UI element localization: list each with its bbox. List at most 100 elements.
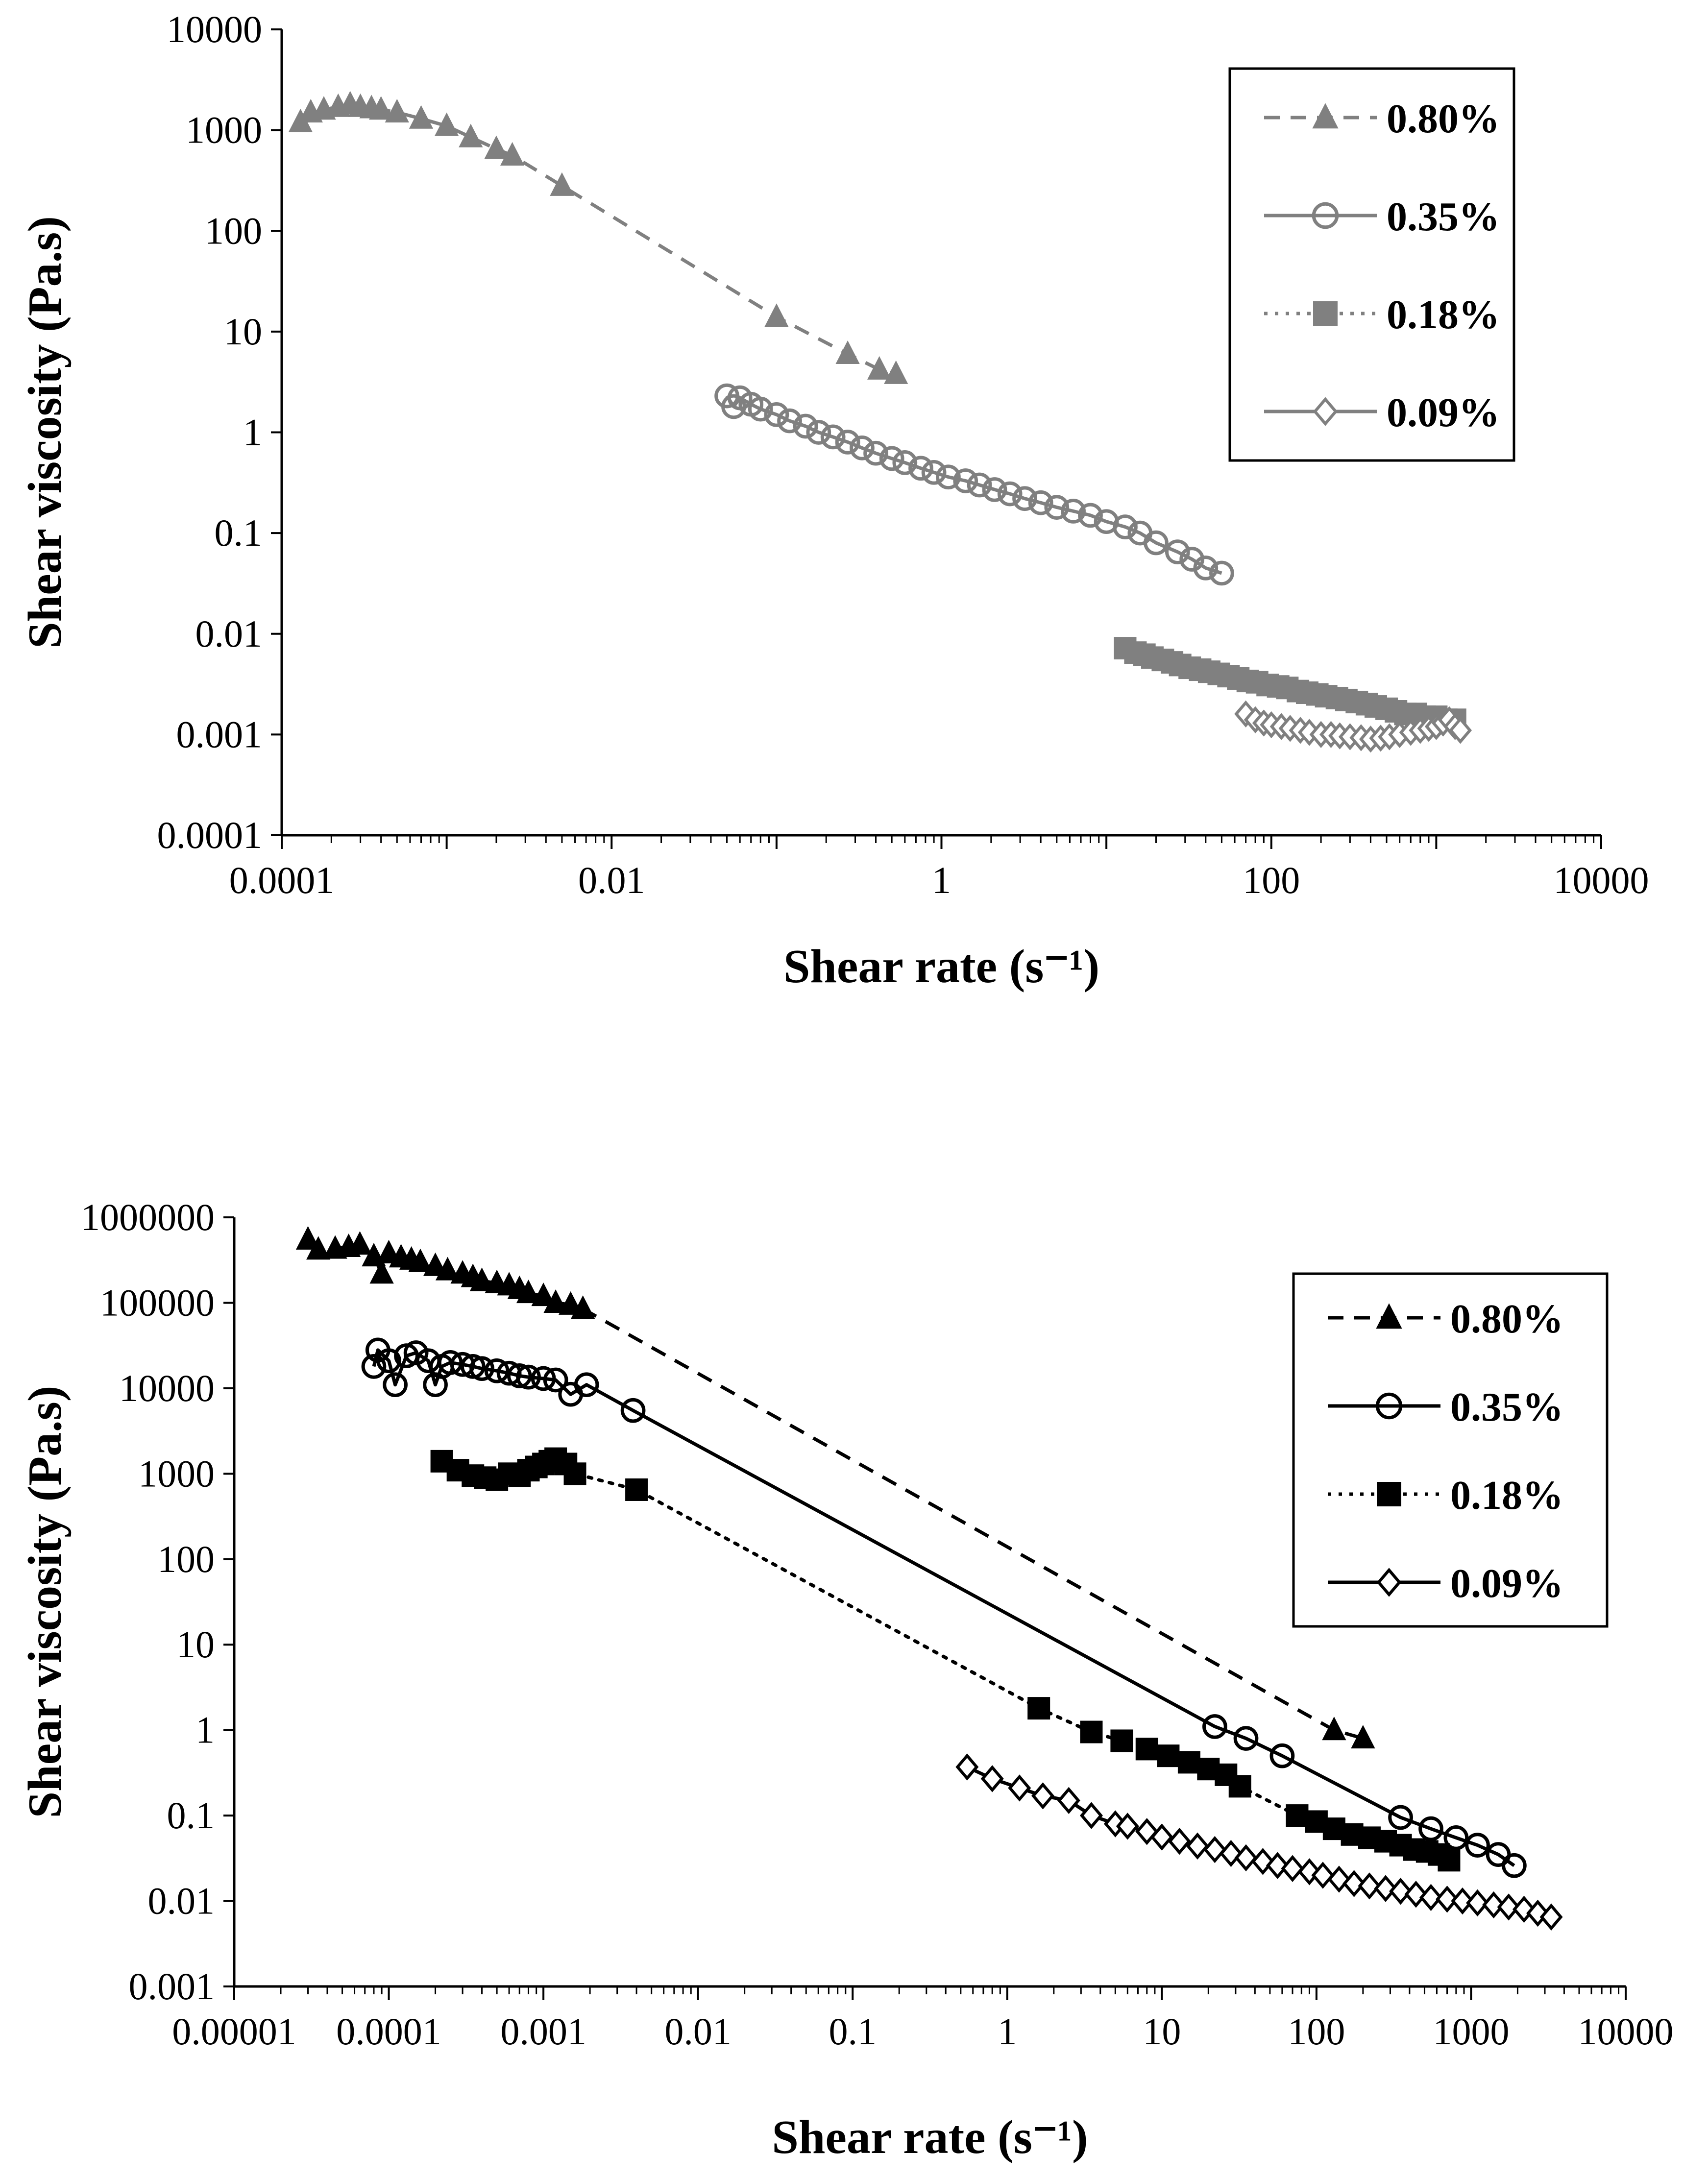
- chart1-series-1-point: [1061, 499, 1086, 524]
- chart2-series-1-point: [543, 1367, 568, 1393]
- chart2-series-3-point: [1513, 1895, 1536, 1923]
- chart2-series-3-point: [1482, 1891, 1506, 1919]
- chart1-series-1-point: [1144, 530, 1169, 556]
- chart2-series-3-point: [1539, 1903, 1563, 1931]
- chart1-series-1-point: [892, 450, 918, 475]
- chart1-series-1-point: [863, 440, 888, 466]
- chart2-series-2-point: [1177, 1751, 1200, 1774]
- chart1-y-tick-label: 1: [243, 411, 262, 454]
- chart-bottom: 0.001 0.01 0.1 1 10 100 1000 10000 100000 1000000…: [19, 1196, 1674, 2164]
- chart1-series-1-point: [1193, 556, 1219, 581]
- chart1-y-tick-label: 0.001: [176, 713, 263, 755]
- chart1-x-axis-title: Shear rate (s⁻¹): [783, 940, 1099, 993]
- chart2-series-3-point: [1404, 1881, 1428, 1908]
- chart2-series-3-point: [1389, 1878, 1413, 1905]
- chart2-legend-box: [1292, 1272, 1609, 1628]
- chart2-series-1-point: [516, 1364, 541, 1390]
- chart1-series-1-point: [850, 436, 875, 460]
- chart2-legend-label-2: 0.18%: [1450, 1473, 1563, 1518]
- chart2-series-2-point: [1135, 1738, 1158, 1761]
- chart1-legend-box: [1228, 67, 1515, 462]
- chart2-series-1-point: [1269, 1743, 1295, 1768]
- chart2-legend-marker-3: [1376, 1568, 1402, 1597]
- chart1-series-1-point: [921, 460, 947, 485]
- chart2-series-3-point: [1526, 1899, 1550, 1927]
- chart2-series-0-point: [1351, 1725, 1375, 1749]
- chart2-series-1-point: [1202, 1714, 1227, 1739]
- chart1-series-1-point: [936, 464, 961, 490]
- chart1-x-tick-label: 100: [1243, 859, 1300, 901]
- chart2-y-tick-label: 1000: [138, 1452, 215, 1495]
- chart2-y-tick-label: 0.01: [148, 1880, 215, 1922]
- chart2-series-0-point: [408, 1248, 433, 1272]
- chart2-x-tick-label: 10000: [1578, 2010, 1674, 2053]
- chart2-series-0-point: [531, 1283, 556, 1307]
- chart2-series-3-point: [1168, 1827, 1191, 1855]
- chart1-series-0-point: [434, 112, 459, 136]
- chart2-series-1-point: [1502, 1853, 1527, 1878]
- chart2-legend-label-0: 0.80%: [1450, 1296, 1563, 1342]
- chart1-series-0-point: [484, 135, 509, 159]
- chart2-series-1-point: [376, 1348, 401, 1374]
- chart2-series-3-point: [1436, 1886, 1459, 1913]
- chart2-series-3-point: [1116, 1813, 1139, 1840]
- chart2-y-tick-label: 10: [176, 1623, 215, 1666]
- chart1-series-1-point: [1044, 495, 1070, 520]
- chart2-series-2-point: [1080, 1720, 1103, 1743]
- chart2-series-3-point: [1358, 1872, 1381, 1900]
- chart2-series-line-0: [307, 1238, 1364, 1740]
- chart2-series-3-point: [1451, 1887, 1474, 1915]
- chart2-series-0-point: [571, 1295, 595, 1319]
- chart2-y-tick-label: 100000: [100, 1281, 215, 1324]
- chart2-series-1-point: [507, 1363, 532, 1388]
- chart1-series-1-point: [793, 413, 818, 439]
- chart1-series-1-point: [764, 402, 789, 427]
- chart1-series-1-point: [1078, 503, 1103, 528]
- chart2-series-1-point: [383, 1372, 408, 1398]
- chart2-series-3-point: [1203, 1836, 1226, 1863]
- chart1-series-0-point: [500, 142, 525, 166]
- chart1-x-tick-label: 1: [932, 859, 951, 901]
- chart1-x-tick-label: 0.0001: [229, 859, 335, 901]
- chart2-x-tick-label: 0.01: [664, 2010, 732, 2053]
- chart1-series-0-point: [764, 303, 789, 327]
- chart1-series-0-point: [835, 340, 860, 364]
- chart1-y-tick-label: 0.01: [195, 612, 263, 655]
- chart2-series-3-point: [1266, 1852, 1289, 1879]
- chart1-series-3-point: [1449, 717, 1472, 744]
- chart2-series-0-point: [369, 1260, 394, 1284]
- chart2-series-3-point: [1150, 1823, 1173, 1851]
- chart2-legend-marker-2: [1377, 1482, 1401, 1506]
- chart2-series-3-point: [1419, 1884, 1443, 1911]
- chart1-legend-label-1: 0.35%: [1387, 194, 1500, 240]
- chart2-series-3-point: [980, 1765, 1004, 1792]
- chart2-y-axis-title: Shear viscosity (Pa.s): [19, 1386, 72, 1818]
- chart1-series-0-point: [369, 96, 393, 120]
- chart1-series-1-point: [1012, 486, 1037, 511]
- chart1-legend-label-2: 0.18%: [1387, 292, 1500, 338]
- chart1-series-1-point: [806, 420, 831, 445]
- chart1-series-1-point: [953, 468, 978, 493]
- chart2-series-2-point: [1027, 1697, 1050, 1720]
- chart1-series-1-point: [820, 424, 846, 450]
- chart2-series-3-point: [1281, 1855, 1304, 1882]
- chart2-series-2-point: [1438, 1849, 1461, 1872]
- chart2-y-tick-label: 1000000: [81, 1196, 215, 1238]
- chart1-legend-marker-0: [1312, 103, 1339, 129]
- chart2-y-tick-label: 10000: [119, 1367, 215, 1409]
- chart2-series-3-point: [1008, 1774, 1031, 1802]
- chart2-legend-label-3: 0.09%: [1450, 1561, 1563, 1606]
- chart1-legend-marker-2: [1313, 301, 1338, 326]
- chart2-series-2-point: [1228, 1775, 1251, 1798]
- chart2-x-tick-label: 0.1: [829, 2010, 877, 2053]
- chart2-series-0-point: [306, 1236, 331, 1260]
- chart2-y-tick-label: 0.001: [129, 1965, 215, 2008]
- chart2-series-3-point: [1057, 1787, 1080, 1815]
- chart1-series-line-0: [299, 102, 897, 376]
- chart2-series-0-point: [1322, 1717, 1346, 1741]
- chart2-series-2-point: [625, 1478, 648, 1501]
- chart1-series-1-point: [1113, 514, 1138, 539]
- chart1-series-1-point: [1209, 560, 1234, 586]
- chart2-series-1-point: [361, 1354, 387, 1379]
